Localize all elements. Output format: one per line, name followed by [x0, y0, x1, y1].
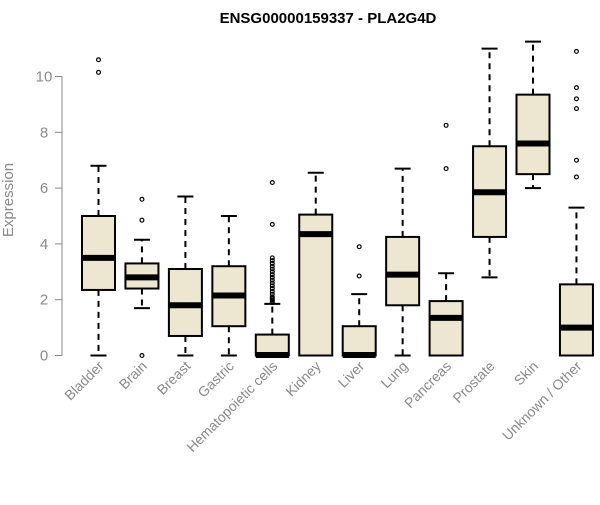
- box-unknown-other: [558, 48, 594, 357]
- y-tick-label: 2: [40, 292, 48, 309]
- outlier-point: [573, 96, 579, 102]
- box-lung: [385, 167, 421, 357]
- iqr-box: [515, 93, 551, 176]
- box-skin: [515, 40, 551, 190]
- outlier-point: [269, 180, 275, 186]
- outlier-point: [573, 85, 579, 91]
- box-bladder: [81, 57, 116, 357]
- y-axis-label: Expression: [0, 163, 17, 237]
- outlier-point: [139, 217, 145, 223]
- box-hematopoietic-cells: [254, 180, 290, 358]
- outlier-point: [269, 269, 275, 275]
- outlier-point: [269, 286, 275, 292]
- outlier-point: [269, 266, 275, 272]
- outlier-point: [269, 260, 275, 266]
- outlier-point: [269, 291, 275, 297]
- box-liver: [341, 244, 377, 358]
- outlier-point: [269, 280, 275, 286]
- outlier-point: [269, 277, 275, 283]
- iqr-box: [558, 283, 594, 357]
- x-tick-label: Bladder: [61, 358, 107, 404]
- box-series: [81, 40, 594, 359]
- outlier-point: [269, 263, 275, 269]
- x-tick-label: Unknown / Other: [499, 358, 585, 444]
- outlier-point: [573, 106, 579, 112]
- outlier-point: [573, 174, 579, 180]
- x-tick-label: Pancreas: [401, 358, 454, 411]
- x-tick-label: Kidney: [282, 358, 324, 400]
- iqr-box: [341, 325, 377, 357]
- outlier-point: [269, 255, 275, 261]
- outlier-point: [443, 122, 449, 128]
- iqr-box: [81, 215, 116, 291]
- x-tick-label: Gastric: [194, 358, 237, 401]
- outlier-point: [443, 166, 449, 172]
- outlier-point: [356, 244, 362, 250]
- box-breast: [167, 195, 203, 357]
- y-tick-label: 6: [40, 180, 48, 197]
- x-tick-label: Liver: [335, 358, 368, 391]
- y-tick-label: 10: [36, 69, 53, 86]
- outlier-point: [573, 48, 579, 54]
- outlier-point: [356, 273, 362, 279]
- y-tick-label: 4: [40, 236, 48, 253]
- iqr-box: [298, 213, 334, 357]
- x-tick-label: Prostate: [449, 358, 497, 406]
- x-tick-label: Skin: [511, 358, 542, 389]
- chart-title: ENSG00000159337 - PLA2G4D: [220, 10, 437, 27]
- outlier-point: [269, 294, 275, 300]
- outlier-point: [139, 196, 145, 202]
- outlier-point: [269, 272, 275, 278]
- box-brain: [124, 196, 160, 359]
- box-prostate: [472, 47, 508, 279]
- outlier-point: [269, 288, 275, 294]
- outlier-point: [269, 221, 275, 227]
- outlier-point: [269, 283, 275, 289]
- outlier-point: [269, 274, 275, 280]
- outlier-point: [573, 157, 579, 163]
- y-tick-label: 0: [40, 348, 48, 365]
- outlier-point: [269, 258, 275, 264]
- iqr-box: [428, 300, 464, 357]
- iqr-box: [385, 235, 421, 307]
- outlier-point: [139, 353, 145, 359]
- y-axis: 0 2 4 6 8 10: [36, 69, 63, 365]
- x-tick-label: Breast: [154, 358, 194, 398]
- y-tick-label: 8: [40, 124, 48, 141]
- box-gastric: [211, 215, 247, 357]
- outlier-point: [95, 69, 101, 75]
- outlier-point: [95, 57, 101, 63]
- box-kidney: [298, 171, 334, 357]
- x-tick-label: Lung: [377, 358, 410, 391]
- box-pancreas: [428, 122, 464, 357]
- x-tick-label: Brain: [116, 358, 150, 392]
